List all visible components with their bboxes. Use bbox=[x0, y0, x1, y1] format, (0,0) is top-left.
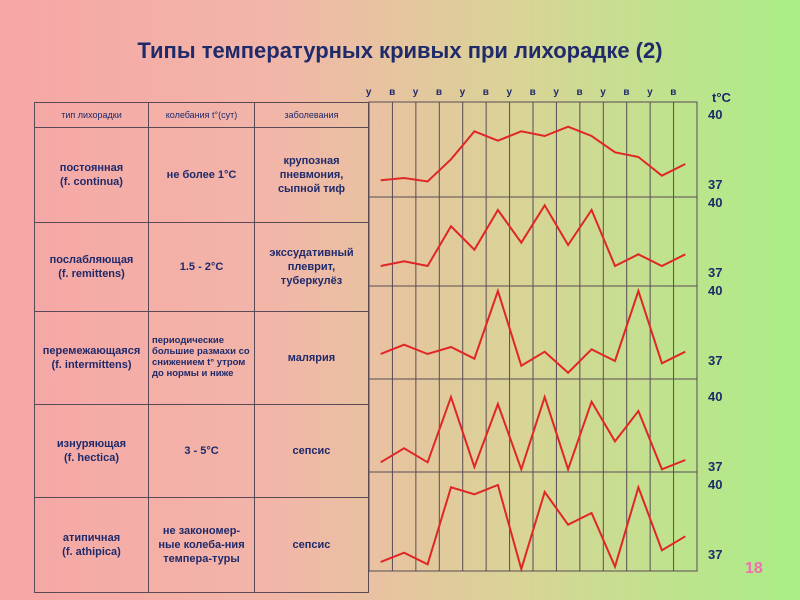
temperature-unit-label: t°С bbox=[712, 90, 731, 105]
diseases-cell: сепсис bbox=[254, 497, 369, 593]
fever-type-latin: (f. continua) bbox=[60, 176, 123, 188]
page-title: Типы температурных кривых при лихорадке … bbox=[137, 38, 663, 63]
scale-label-low: 37 bbox=[708, 177, 723, 192]
day-label: у bbox=[412, 87, 419, 98]
table-row: послабляющая (f. remittens) 1.5 - 2°С экс… bbox=[34, 222, 369, 312]
fever-type-latin: (f. intermittens) bbox=[51, 359, 132, 371]
day-label: у bbox=[506, 87, 513, 98]
day-label: в bbox=[576, 87, 583, 98]
fever-curve-3 bbox=[380, 287, 686, 375]
header-fever-type: тип лихорадки bbox=[34, 102, 149, 128]
fluctuation-cell: периодические большие размахи со снижени… bbox=[148, 311, 255, 405]
scale-label-high: 40 bbox=[708, 389, 723, 404]
day-label: в bbox=[435, 87, 443, 98]
scale-label-high: 40 bbox=[708, 477, 723, 492]
table-row: перемежающаяся (f. intermittens) периодич… bbox=[34, 311, 369, 405]
scale-label-low: 37 bbox=[708, 459, 723, 474]
day-label: у bbox=[647, 87, 653, 98]
fever-type-cell: перемежающаяся (f. intermittens) bbox=[34, 311, 149, 405]
scale-label-low: 37 bbox=[708, 353, 723, 368]
fever-curve-4 bbox=[380, 393, 686, 473]
page-number: 18 bbox=[745, 560, 763, 577]
fluctuation-cell: не более 1°С bbox=[148, 127, 255, 223]
day-label: у bbox=[459, 87, 466, 98]
fever-curve-5 bbox=[380, 483, 686, 573]
fever-type-name: перемежающаяся bbox=[42, 344, 141, 357]
day-label: у bbox=[365, 87, 372, 98]
scale-label-high: 40 bbox=[708, 195, 723, 210]
fever-type-cell: изнуряющая (f. hectica) bbox=[34, 404, 149, 498]
fever-type-name: постоянная bbox=[59, 161, 124, 174]
diseases-cell: крупозная пневмония, сыпной тиф bbox=[254, 127, 369, 223]
scale-label-low: 37 bbox=[708, 547, 723, 562]
fever-type-name: атипичная bbox=[62, 531, 121, 544]
fever-type-latin: (f. remittens) bbox=[58, 268, 125, 280]
day-label: в bbox=[670, 87, 677, 98]
diseases-cell: сепсис bbox=[254, 404, 369, 498]
fever-type-latin: (f. hectica) bbox=[63, 452, 119, 464]
day-label: в bbox=[529, 87, 536, 98]
fluctuation-cell: 1.5 - 2°С bbox=[148, 222, 255, 312]
diseases-cell: экссудативный плеврит, туберкулёз bbox=[254, 222, 369, 312]
day-label: у bbox=[553, 87, 559, 98]
header-diseases: заболевания bbox=[254, 102, 369, 128]
scale-label-high: 40 bbox=[708, 283, 723, 298]
fever-type-cell: атипичная (f. athipica) bbox=[34, 497, 149, 593]
table-header-row: тип лихорадки колебания t°(сут) заболева… bbox=[34, 102, 369, 128]
fever-type-name: изнуряющая bbox=[56, 437, 127, 450]
fluctuation-cell: 3 - 5°С bbox=[148, 404, 255, 498]
scale-label-low: 37 bbox=[708, 265, 723, 280]
table-row: атипичная (f. athipica) не закономер-ные … bbox=[34, 497, 369, 593]
fever-type-latin: (f. athipica) bbox=[62, 546, 121, 558]
fever-type-name: послабляющая bbox=[49, 253, 134, 266]
table-row: постоянная (f. continua) не более 1°С кру… bbox=[34, 127, 369, 223]
table-row: изнуряющая (f. hectica) 3 - 5°С сепсис bbox=[34, 404, 369, 498]
day-label: у bbox=[600, 87, 606, 98]
diseases-cell: малярия bbox=[254, 311, 369, 405]
fever-curve-2 bbox=[380, 203, 686, 268]
day-label: в bbox=[482, 87, 489, 98]
fluctuation-cell: не закономер-ные колеба-ния темпера-туры bbox=[148, 497, 255, 593]
day-label: в bbox=[389, 87, 396, 98]
fever-types-table: тип лихорадки колебания t°(сут) заболева… bbox=[34, 102, 369, 593]
fever-curve-1 bbox=[380, 125, 686, 183]
scale-label-high: 40 bbox=[708, 107, 723, 122]
day-label: в bbox=[623, 87, 630, 98]
